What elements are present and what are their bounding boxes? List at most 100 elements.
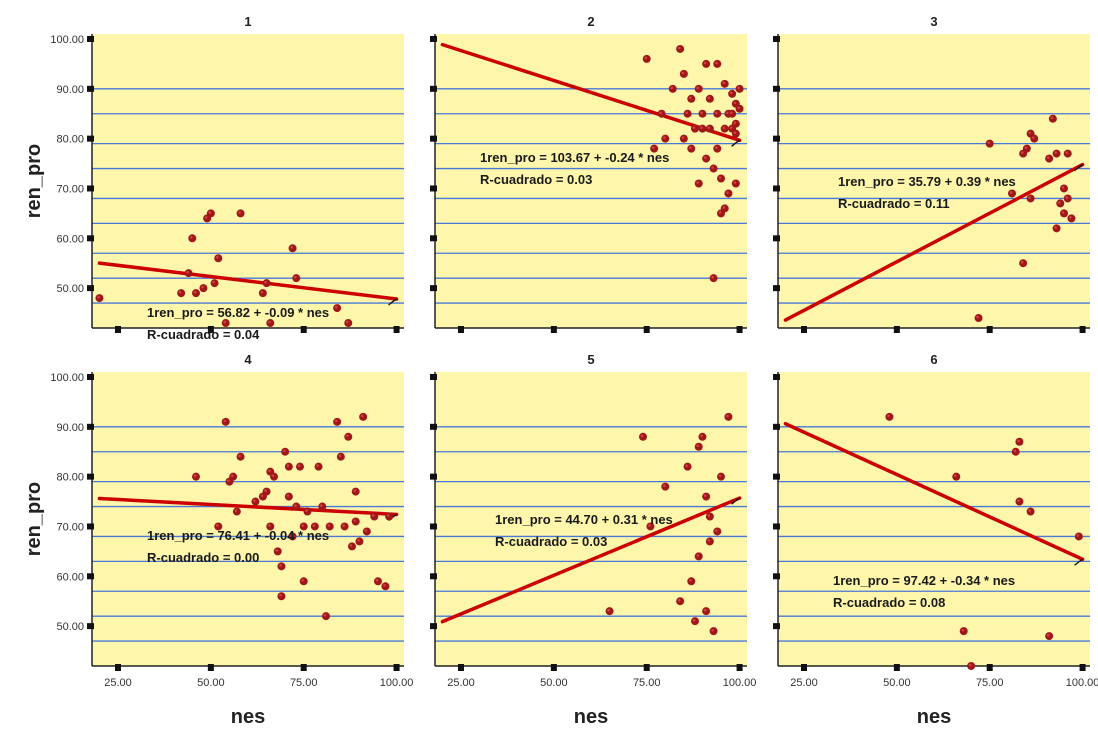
data-point (698, 109, 707, 118)
data-point-highlight (681, 71, 685, 75)
data-point-highlight (718, 474, 722, 477)
data-point-highlight (234, 509, 238, 512)
data-point (184, 269, 193, 278)
data-point-highlight (305, 509, 308, 512)
data-point-highlight (267, 524, 271, 527)
y-tick-mark (87, 185, 94, 192)
data-point (362, 527, 371, 536)
data-point-highlight (1046, 156, 1050, 159)
y-tick-mark (430, 473, 437, 480)
data-point (236, 452, 245, 461)
data-point (292, 502, 301, 511)
r-squared-label: R-cuadrado = 0.03 (495, 534, 607, 549)
data-point (1067, 214, 1076, 223)
x-tick-mark (643, 664, 650, 671)
data-point (381, 582, 390, 591)
data-point (1008, 189, 1016, 198)
data-point-highlight (334, 419, 338, 423)
data-point-highlight (357, 539, 360, 542)
data-point-highlight (714, 146, 718, 149)
data-point-highlight (688, 146, 692, 149)
data-point (687, 94, 696, 103)
data-point-highlight (290, 534, 293, 537)
data-point (1060, 209, 1068, 218)
data-point (731, 179, 740, 188)
y-tick-mark (773, 235, 780, 242)
data-point-highlight (607, 608, 610, 612)
x-tick-label: 100.00 (1066, 677, 1098, 689)
plot-background (92, 372, 404, 666)
data-point-highlight (733, 181, 737, 184)
data-point-highlight (260, 290, 264, 294)
data-point (288, 244, 297, 253)
data-point-highlight (707, 96, 711, 100)
y-tick-mark (87, 423, 94, 430)
y-tick-label: 70.00 (56, 521, 84, 533)
data-point-highlight (301, 578, 305, 582)
y-tick-mark (773, 623, 780, 630)
panel-5: 5 25.00 50.00 75.00 100.00 1ren_pro = 44.70 +… (430, 352, 756, 689)
data-point-highlight (670, 86, 674, 90)
x-tick-mark (893, 326, 900, 333)
data-point (273, 547, 282, 556)
data-point (720, 124, 729, 133)
panel-1: 1 50.00 60.00 70.00 80.00 90.00 100.00 1ren_pro… (50, 14, 404, 342)
data-point (266, 319, 275, 328)
data-point-highlight (371, 514, 375, 517)
data-point-highlight (253, 499, 256, 502)
panel-4: 4 50.00 60.00 70.00 80.00 90.00 100.00 25.00 50.… (50, 352, 413, 689)
data-point-highlight (215, 255, 219, 259)
fit-line (783, 421, 1085, 562)
data-point-highlight (688, 96, 692, 100)
data-point (1045, 632, 1054, 641)
fit-end-marker (731, 139, 740, 147)
data-point-highlight (223, 419, 227, 423)
data-point (717, 472, 725, 481)
data-point-highlight (703, 156, 707, 159)
data-point (340, 522, 349, 531)
data-point-highlight (327, 524, 331, 527)
data-point (292, 274, 301, 283)
y-tick-mark (773, 285, 780, 292)
data-point (344, 319, 353, 328)
data-point-highlight (737, 106, 740, 110)
data-point-highlight (1028, 196, 1031, 199)
data-point-highlight (260, 494, 264, 497)
data-point-highlight (1057, 201, 1061, 204)
data-point-highlight (286, 464, 290, 467)
y-tick-label: 60.00 (56, 571, 84, 583)
regression-equation: 1ren_pro = 44.70 + 0.31 * nes (495, 512, 673, 527)
x-tick-mark (300, 326, 307, 333)
data-point-highlight (733, 101, 737, 105)
data-point-highlight (696, 181, 700, 184)
data-point-highlight (718, 211, 722, 214)
plot-background (778, 34, 1090, 328)
data-point-highlight (1017, 439, 1020, 443)
data-point (299, 522, 308, 531)
data-point-highlight (279, 564, 282, 567)
data-point (1015, 437, 1024, 446)
data-point-highlight (1028, 509, 1031, 512)
data-point (1048, 114, 1057, 123)
data-point-highlight (208, 211, 212, 214)
data-point (232, 507, 241, 516)
data-point (1063, 149, 1072, 158)
y-axis-title-row2: ren_pro (23, 482, 45, 556)
data-point (210, 279, 219, 288)
y-tick-mark (430, 573, 437, 580)
y-tick-mark (430, 623, 437, 630)
data-point-highlight (345, 434, 349, 438)
x-tick-label: 25.00 (790, 677, 818, 689)
y-tick-mark (430, 423, 437, 430)
data-point (709, 274, 718, 283)
data-point-highlight (976, 315, 979, 319)
data-point-highlight (267, 469, 271, 472)
data-point (325, 522, 334, 531)
data-point (705, 124, 714, 133)
panel-title: 5 (587, 352, 594, 367)
data-point-highlight (1065, 151, 1069, 154)
data-point-highlight (714, 529, 718, 532)
data-point-highlight (953, 474, 957, 477)
panel-title: 3 (930, 14, 937, 29)
